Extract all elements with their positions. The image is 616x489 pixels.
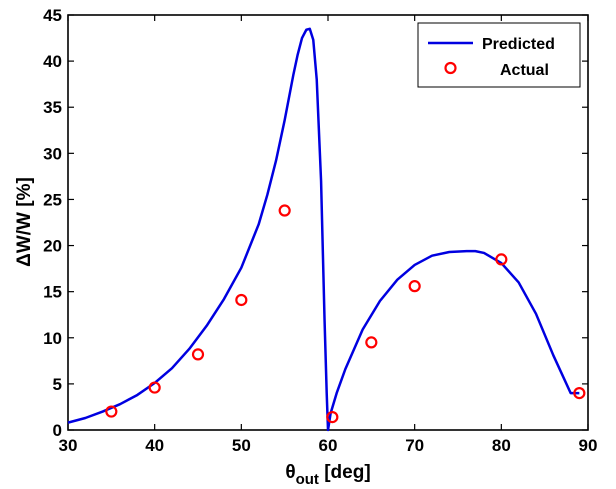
y-tick-label: 30 — [43, 144, 62, 163]
data-point-actual — [365, 336, 378, 349]
y-tick-label: 45 — [43, 6, 62, 25]
y-tick-label: 15 — [43, 283, 62, 302]
series-line-predicted — [67, 27, 580, 432]
x-tick-label: 50 — [232, 436, 251, 455]
x-tick-label: 40 — [145, 436, 164, 455]
data-point-actual — [148, 381, 161, 394]
data-point-actual — [278, 204, 291, 217]
y-axis-label: ΔW/W [%] — [14, 177, 35, 267]
data-point-actual — [495, 253, 508, 266]
y-tick-label: 25 — [43, 190, 62, 209]
y-tick-label: 5 — [53, 375, 62, 394]
legend-marker-actual — [444, 61, 457, 75]
legend-box — [417, 22, 581, 88]
y-tick-label: 40 — [43, 52, 62, 71]
y-tick-label: 0 — [53, 421, 62, 440]
y-axis: 0 5 10 15 20 25 30 35 40 45 — [43, 6, 588, 440]
x-axis: 30 40 50 60 70 80 90 — [59, 15, 598, 455]
x-tick-label: 80 — [492, 436, 511, 455]
y-tick-label: 20 — [43, 237, 62, 256]
x-tick-label: 60 — [319, 436, 338, 455]
x-axis-label: θout [deg] — [285, 462, 370, 488]
legend-label-actual: Actual — [500, 62, 549, 79]
data-point-actual — [326, 410, 339, 424]
x-tick-label: 90 — [579, 436, 598, 455]
x-tick-label: 70 — [405, 436, 424, 455]
data-point-actual — [105, 405, 118, 418]
legend: Predicted Actual — [417, 22, 581, 88]
data-point-actual — [191, 348, 205, 361]
legend-label-predicted: Predicted — [482, 36, 555, 53]
x-tick-label: 30 — [59, 436, 78, 455]
data-point-actual — [235, 293, 248, 307]
data-point-actual — [573, 387, 586, 400]
series-layer — [67, 27, 586, 432]
y-tick-label: 35 — [43, 98, 62, 117]
y-tick-label: 10 — [43, 329, 62, 348]
data-point-actual — [408, 280, 421, 293]
